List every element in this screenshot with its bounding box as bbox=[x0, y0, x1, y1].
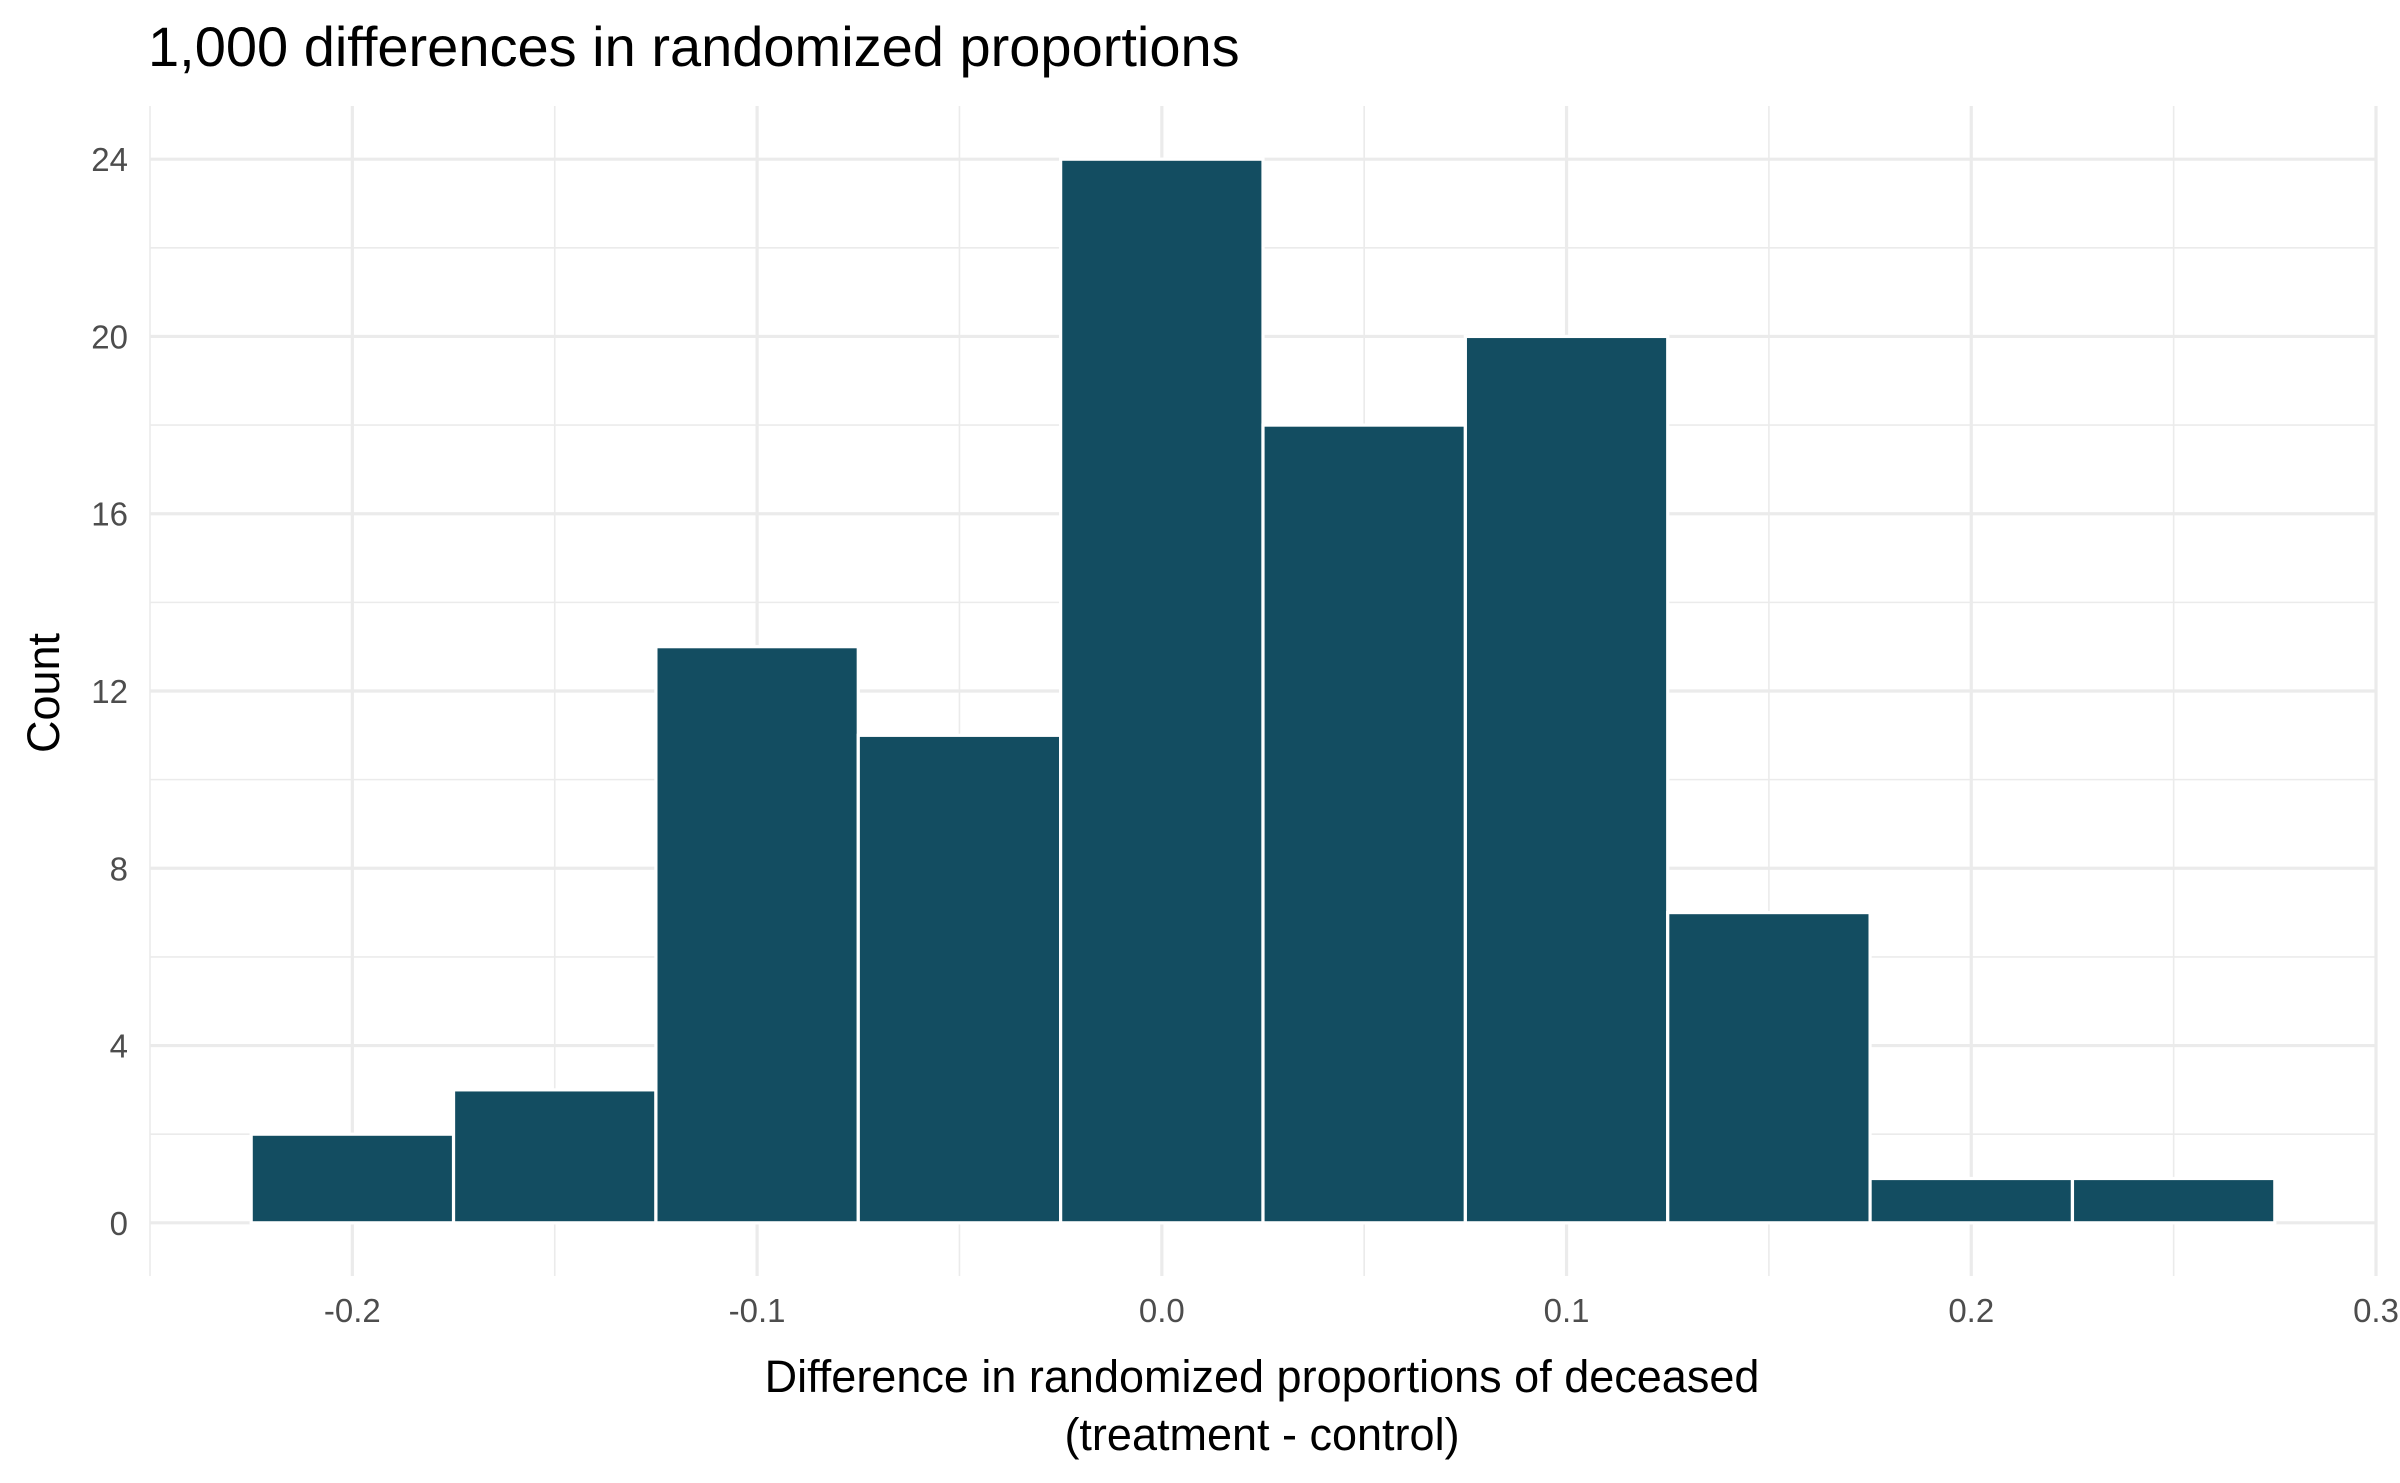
y-axis-title: Count bbox=[18, 632, 69, 753]
histogram-bar-5 bbox=[1059, 157, 1265, 1225]
y-axis-tick-labels: 0 4 8 12 16 20 24 bbox=[91, 141, 128, 1242]
chart-title: 1,000 differences in randomized proporti… bbox=[148, 15, 1240, 78]
y-tick-label: 16 bbox=[91, 496, 128, 533]
y-tick-label: 24 bbox=[91, 141, 128, 178]
histogram-bar-6 bbox=[1261, 423, 1467, 1225]
histogram-bar-8 bbox=[1666, 910, 1872, 1225]
x-tick-label: 0.3 bbox=[2353, 1292, 2399, 1329]
x-axis-title-line-2: (treatment - control) bbox=[1064, 1409, 1459, 1460]
x-tick-label: -0.2 bbox=[324, 1292, 381, 1329]
histogram-bar-3 bbox=[654, 645, 860, 1225]
histogram-bars bbox=[249, 157, 2277, 1225]
histogram-bar-10 bbox=[2070, 1176, 2277, 1225]
x-tick-label: 0.1 bbox=[1544, 1292, 1590, 1329]
histogram-bar-2 bbox=[451, 1088, 658, 1225]
y-tick-label: 0 bbox=[110, 1205, 128, 1242]
x-axis-tick-labels: -0.2 -0.1 0.0 0.1 0.2 0.3 bbox=[324, 1292, 2399, 1329]
y-tick-label: 20 bbox=[91, 318, 128, 355]
histogram-bar-1 bbox=[249, 1132, 456, 1225]
x-tick-label: 0.2 bbox=[1948, 1292, 1994, 1329]
y-tick-label: 4 bbox=[110, 1028, 128, 1065]
histogram-bar-4 bbox=[856, 733, 1063, 1225]
x-axis-title-line-1: Difference in randomized proportions of … bbox=[765, 1351, 1760, 1402]
x-tick-label: 0.0 bbox=[1139, 1292, 1185, 1329]
y-tick-label: 8 bbox=[110, 850, 128, 887]
y-tick-label: 12 bbox=[91, 673, 128, 710]
histogram-bar-7 bbox=[1463, 334, 1670, 1225]
x-tick-label: -0.1 bbox=[729, 1292, 786, 1329]
histogram-bar-9 bbox=[1868, 1176, 2075, 1225]
